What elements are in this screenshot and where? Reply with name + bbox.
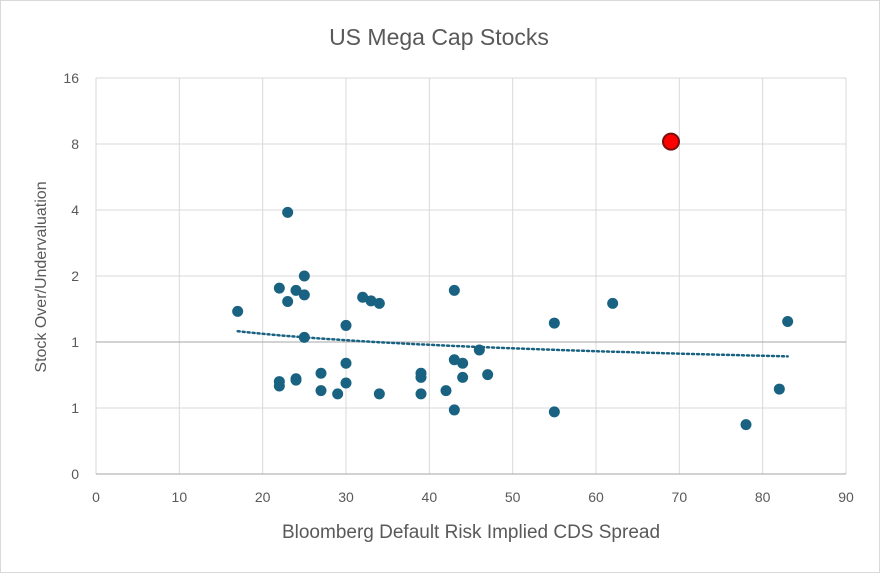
- data-point: [473, 344, 485, 356]
- data-points: [232, 132, 794, 431]
- data-point: [282, 296, 294, 308]
- x-axis-label: Bloomberg Default Risk Implied CDS Sprea…: [282, 522, 660, 543]
- x-tick-label: 60: [588, 489, 604, 505]
- data-point: [448, 354, 460, 366]
- data-point: [415, 371, 427, 383]
- y-axis-label: Stock Over/Undervaluation: [33, 181, 50, 372]
- highlight-point: [662, 132, 680, 151]
- chart-title: US Mega Cap Stocks: [329, 24, 549, 50]
- data-point: [340, 377, 352, 389]
- x-tick-label: 20: [255, 489, 271, 505]
- y-tick-label: 16: [63, 70, 79, 86]
- x-tick-label: 90: [838, 489, 854, 505]
- data-point: [440, 385, 452, 397]
- data-point: [365, 295, 377, 307]
- data-point: [548, 317, 560, 329]
- x-tick-label: 50: [505, 489, 521, 505]
- y-tick-label: 1: [71, 400, 79, 416]
- data-point: [607, 297, 619, 309]
- data-point: [340, 357, 352, 369]
- data-point: [457, 357, 469, 369]
- y-tick-label: 0: [71, 466, 79, 482]
- data-point: [298, 289, 310, 301]
- data-point: [315, 385, 327, 397]
- data-point: [740, 419, 752, 431]
- x-tick-label: 10: [172, 489, 188, 505]
- trendline-group: [236, 329, 789, 358]
- y-tick-label: 2: [71, 268, 79, 284]
- x-tick-label: 80: [755, 489, 771, 505]
- data-point: [773, 383, 785, 395]
- trendline: [236, 329, 789, 358]
- data-point: [273, 380, 285, 392]
- data-point: [415, 388, 427, 400]
- data-point: [290, 374, 302, 386]
- x-tick-label: 40: [422, 489, 438, 505]
- data-point: [357, 291, 369, 303]
- tick-labels: 0 10 20 30 40 50 60 70 80 90 0 1 1 2 4 8 16: [63, 70, 854, 505]
- data-point: [282, 206, 294, 218]
- data-point: [273, 282, 285, 294]
- grid-lines: [95, 77, 847, 475]
- data-point: [332, 388, 344, 400]
- data-point: [782, 316, 794, 328]
- data-point: [548, 406, 560, 418]
- y-tick-label: 1: [71, 334, 79, 350]
- x-tick-label: 30: [338, 489, 354, 505]
- x-tick-label: 70: [672, 489, 688, 505]
- x-tick-label: 0: [92, 489, 100, 505]
- data-point: [315, 367, 327, 379]
- data-point: [482, 369, 494, 381]
- data-point: [340, 319, 352, 331]
- y-tick-label: 8: [71, 136, 79, 152]
- data-point: [448, 284, 460, 296]
- data-point: [298, 270, 310, 282]
- data-point: [448, 404, 460, 416]
- y-tick-label: 4: [71, 202, 79, 218]
- data-point: [373, 297, 385, 309]
- data-point: [298, 331, 310, 343]
- data-point: [373, 388, 385, 400]
- data-point: [290, 284, 302, 296]
- data-point: [232, 305, 244, 317]
- data-point: [457, 371, 469, 383]
